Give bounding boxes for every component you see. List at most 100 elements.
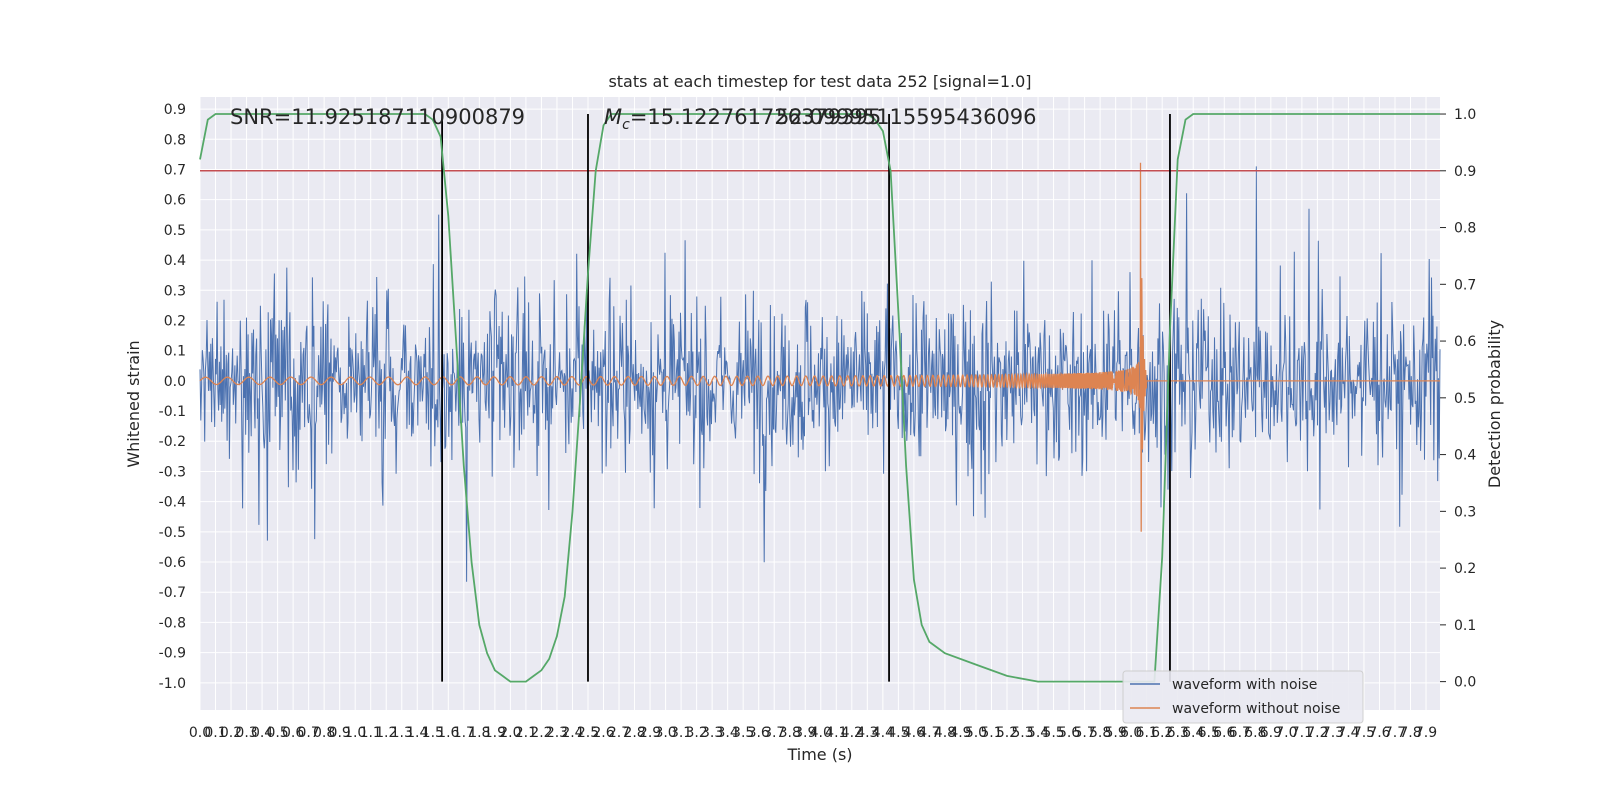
x-tick-label: 5.2 bbox=[996, 725, 1018, 741]
chirp-mass-annotation: Mc=15.122761726379395 bbox=[604, 105, 881, 133]
x-tick-label: 3.5 bbox=[732, 725, 754, 741]
y2-tick-label: 0.3 bbox=[1454, 504, 1476, 520]
x-tick-label: 6.8 bbox=[1244, 725, 1266, 741]
legend-label-clean: waveform without noise bbox=[1172, 701, 1340, 717]
x-axis-label: Time (s) bbox=[786, 745, 852, 764]
overlay-lines bbox=[199, 113, 1440, 683]
x-tick-label: 1.5 bbox=[422, 725, 444, 741]
y-tick-label: -0.7 bbox=[159, 585, 186, 601]
y2-tick-label: 0.6 bbox=[1454, 334, 1476, 350]
x-tick-label: 3.9 bbox=[794, 725, 816, 741]
y-tick-label: -0.8 bbox=[159, 615, 186, 631]
y-tick-label: 0.2 bbox=[164, 313, 186, 329]
x-tick-label: 4.9 bbox=[949, 725, 971, 741]
x-tick-label: 4.2 bbox=[841, 725, 863, 741]
x-tick-label: 6.3 bbox=[1167, 725, 1189, 741]
x-tick-label: 7.0 bbox=[1275, 725, 1297, 741]
chirp-mass-subscript: c bbox=[622, 117, 630, 133]
x-tick-label: 4.7 bbox=[918, 725, 940, 741]
snr-annotation: SNR=11.925187110900879 bbox=[230, 105, 525, 129]
x-tick-label: 1.4 bbox=[406, 725, 428, 741]
x-tick-label: 3.6 bbox=[748, 725, 770, 741]
x-tick-label: 2.2 bbox=[530, 725, 552, 741]
x-tick-label: 5.0 bbox=[965, 725, 987, 741]
x-tick-label: 3.1 bbox=[670, 725, 692, 741]
x-tick-label: 0.7 bbox=[298, 725, 320, 741]
legend-box bbox=[1122, 670, 1364, 724]
legend-label-noise: waveform with noise bbox=[1172, 677, 1317, 693]
y-tick-label: 0.4 bbox=[164, 253, 186, 269]
x-tick-label: 2.9 bbox=[639, 725, 661, 741]
x-tick-label: 5.6 bbox=[1058, 725, 1080, 741]
y2-tick-label: 0.4 bbox=[1454, 448, 1476, 464]
y-tick-label: 0.6 bbox=[164, 193, 186, 209]
x-tick-label: 5.5 bbox=[1042, 725, 1064, 741]
y-tick-label: 0.5 bbox=[164, 223, 186, 239]
x-tick-label: 6.2 bbox=[1151, 725, 1173, 741]
x-tick-label: 2.0 bbox=[499, 725, 521, 741]
y-tick-label: 0.7 bbox=[164, 162, 186, 178]
x-tick-label: 7.8 bbox=[1399, 725, 1421, 741]
x-tick-label: 7.4 bbox=[1337, 725, 1359, 741]
x-tick-label: 1.0 bbox=[344, 725, 366, 741]
y-tick-label: 0.3 bbox=[164, 283, 186, 299]
y2-tick-label: 0.0 bbox=[1454, 675, 1476, 691]
x-axis-ticks: 0.00.10.20.30.40.50.60.70.80.91.01.11.21… bbox=[189, 725, 1437, 741]
x-tick-label: 1.1 bbox=[360, 725, 382, 741]
x-tick-label: 3.3 bbox=[701, 725, 723, 741]
x-tick-label: 2.4 bbox=[561, 725, 583, 741]
x-tick-label: 0.0 bbox=[189, 725, 211, 741]
x-tick-label: 4.1 bbox=[825, 725, 847, 741]
x-tick-label: 7.9 bbox=[1415, 725, 1437, 741]
y-tick-label: -0.6 bbox=[159, 555, 186, 571]
chirp-mass-value: =15.122761726379395 bbox=[630, 105, 881, 129]
x-tick-label: 3.7 bbox=[763, 725, 785, 741]
legend: waveform with noise waveform without noi… bbox=[1122, 670, 1364, 724]
x-tick-label: 0.6 bbox=[282, 725, 304, 741]
x-tick-label: 7.3 bbox=[1322, 725, 1344, 741]
waveform-without-noise-series bbox=[199, 162, 1440, 532]
x-tick-label: 2.7 bbox=[608, 725, 630, 741]
x-tick-label: 0.1 bbox=[204, 725, 226, 741]
y-tick-label: -0.2 bbox=[159, 434, 186, 450]
x-tick-label: 4.4 bbox=[872, 725, 894, 741]
x-tick-label: 3.8 bbox=[779, 725, 801, 741]
x-tick-label: 6.1 bbox=[1136, 725, 1158, 741]
y-tick-label: -0.9 bbox=[159, 646, 186, 662]
x-tick-label: 4.3 bbox=[856, 725, 878, 741]
x-tick-label: 1.2 bbox=[375, 725, 397, 741]
y2-axis-label: Detection probability bbox=[1485, 320, 1504, 488]
clean-waveform-line bbox=[199, 162, 1440, 532]
y-axis-label: Whitened strain bbox=[124, 340, 143, 467]
x-tick-label: 5.3 bbox=[1011, 725, 1033, 741]
x-tick-label: 7.2 bbox=[1306, 725, 1328, 741]
waveform-with-noise-series bbox=[199, 166, 1441, 582]
grid bbox=[199, 97, 1440, 710]
y-tick-label: 0.8 bbox=[164, 132, 186, 148]
x-tick-label: 1.9 bbox=[484, 725, 506, 741]
y2-tick-label: 0.5 bbox=[1454, 391, 1476, 407]
y2-tick-label: 0.7 bbox=[1454, 277, 1476, 293]
y-axis-right-ticks: 1.0 0.9 0.8 0.7 0.6 0.5 0.4 0.3 0.2 0.1 0.0 bbox=[1440, 107, 1476, 691]
x-tick-label: 7.7 bbox=[1384, 725, 1406, 741]
x-tick-label: 1.6 bbox=[437, 725, 459, 741]
y-tick-label: -0.5 bbox=[159, 525, 186, 541]
x-tick-label: 0.3 bbox=[235, 725, 257, 741]
x-tick-label: 3.2 bbox=[685, 725, 707, 741]
y-tick-label: -0.4 bbox=[159, 495, 186, 511]
x-tick-label: 1.3 bbox=[391, 725, 413, 741]
x-tick-label: 0.4 bbox=[251, 725, 273, 741]
x-tick-label: 6.0 bbox=[1120, 725, 1142, 741]
chirp-mass-symbol: M bbox=[604, 105, 622, 129]
x-tick-label: 0.5 bbox=[266, 725, 288, 741]
y2-tick-label: 0.1 bbox=[1454, 618, 1476, 634]
x-tick-label: 2.1 bbox=[515, 725, 537, 741]
x-tick-label: 4.0 bbox=[810, 725, 832, 741]
detection-probability-line bbox=[199, 113, 1440, 683]
y2-tick-label: 0.9 bbox=[1454, 164, 1476, 180]
x-tick-label: 5.7 bbox=[1073, 725, 1095, 741]
x-tick-label: 7.5 bbox=[1353, 725, 1375, 741]
y-tick-label: 0.9 bbox=[164, 102, 186, 118]
